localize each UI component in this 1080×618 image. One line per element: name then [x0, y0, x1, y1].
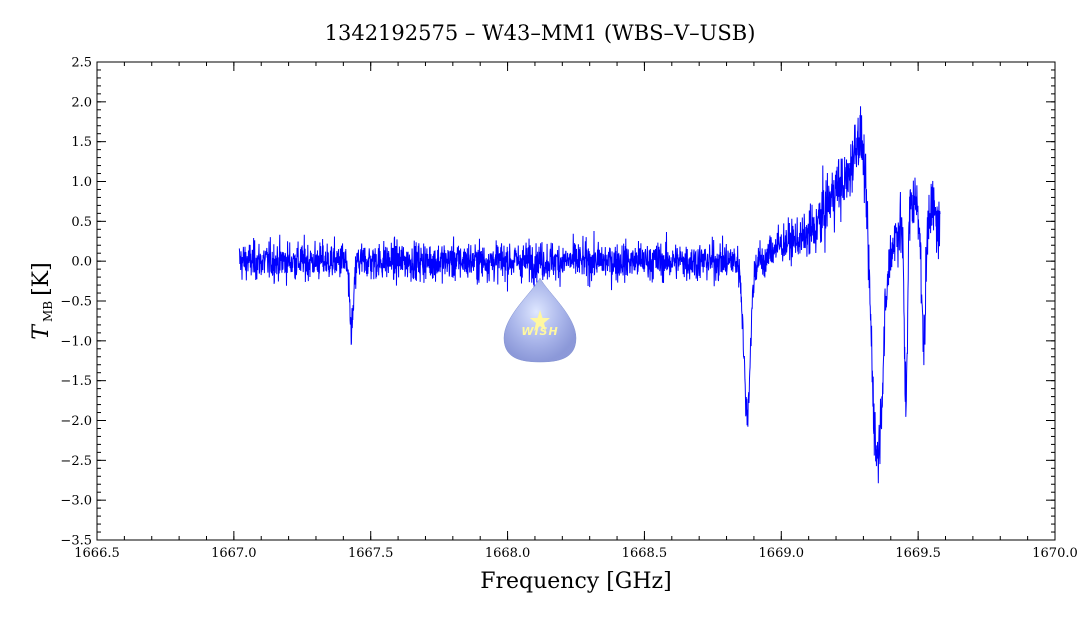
x-tick-label: 1668.0 [485, 546, 531, 561]
x-tick-label: 1666.5 [74, 546, 120, 561]
chart-title: 1342192575 – W43–MM1 (WBS–V–USB) [325, 21, 756, 45]
plot-frame [96, 61, 1056, 541]
y-tick-label: −3.5 [60, 534, 92, 549]
star-icon [530, 310, 550, 331]
y-tick-label: −2.0 [60, 414, 92, 429]
y-axis-label-sub: MB [41, 301, 55, 322]
y-tick-label: −3.0 [60, 494, 92, 509]
x-tick-label: 1669.0 [759, 546, 805, 561]
y-axis-label-main: T [29, 323, 54, 340]
x-tick-label: 1668.5 [622, 546, 668, 561]
wish-logo: WISH [503, 277, 577, 363]
y-tick-label: 1.5 [71, 135, 92, 150]
x-tick-labels: 1666.5 1667.0 1667.5 1668.0 1668.5 1669.0 1669… [74, 546, 1078, 561]
x-tick-label: 1670.0 [1032, 546, 1078, 561]
x-axis-label: Frequency [GHz] [480, 569, 672, 594]
x-tick-label: 1667.0 [211, 546, 257, 561]
y-tick-label: −2.5 [60, 454, 92, 469]
y-tick-label: −1.5 [60, 374, 92, 389]
y-tick-label: −0.5 [60, 295, 92, 310]
axis-ticks [96, 61, 1056, 541]
y-tick-label: 2.5 [71, 56, 92, 71]
y-tick-label: 0.0 [71, 255, 92, 270]
y-axis-label: TMB [K] [29, 262, 55, 339]
spectrum-series-line [238, 106, 941, 484]
y-axis-label-unit: [K] [29, 262, 54, 296]
svg-text:TMB[K]: TMB [K] [29, 262, 55, 339]
y-tick-label: 1.0 [71, 175, 92, 190]
x-tick-label: 1667.5 [348, 546, 394, 561]
logo-text: WISH [521, 325, 558, 338]
y-tick-labels: 2.5 2.0 1.5 1.0 0.5 0.0 −0.5 −1.0 −1.5 −2.0 −2.5 −3… [60, 56, 92, 549]
y-tick-label: −1.0 [60, 334, 92, 349]
x-tick-label: 1669.5 [895, 546, 941, 561]
y-tick-label: 0.5 [71, 215, 92, 230]
y-tick-label: 2.0 [71, 95, 92, 110]
